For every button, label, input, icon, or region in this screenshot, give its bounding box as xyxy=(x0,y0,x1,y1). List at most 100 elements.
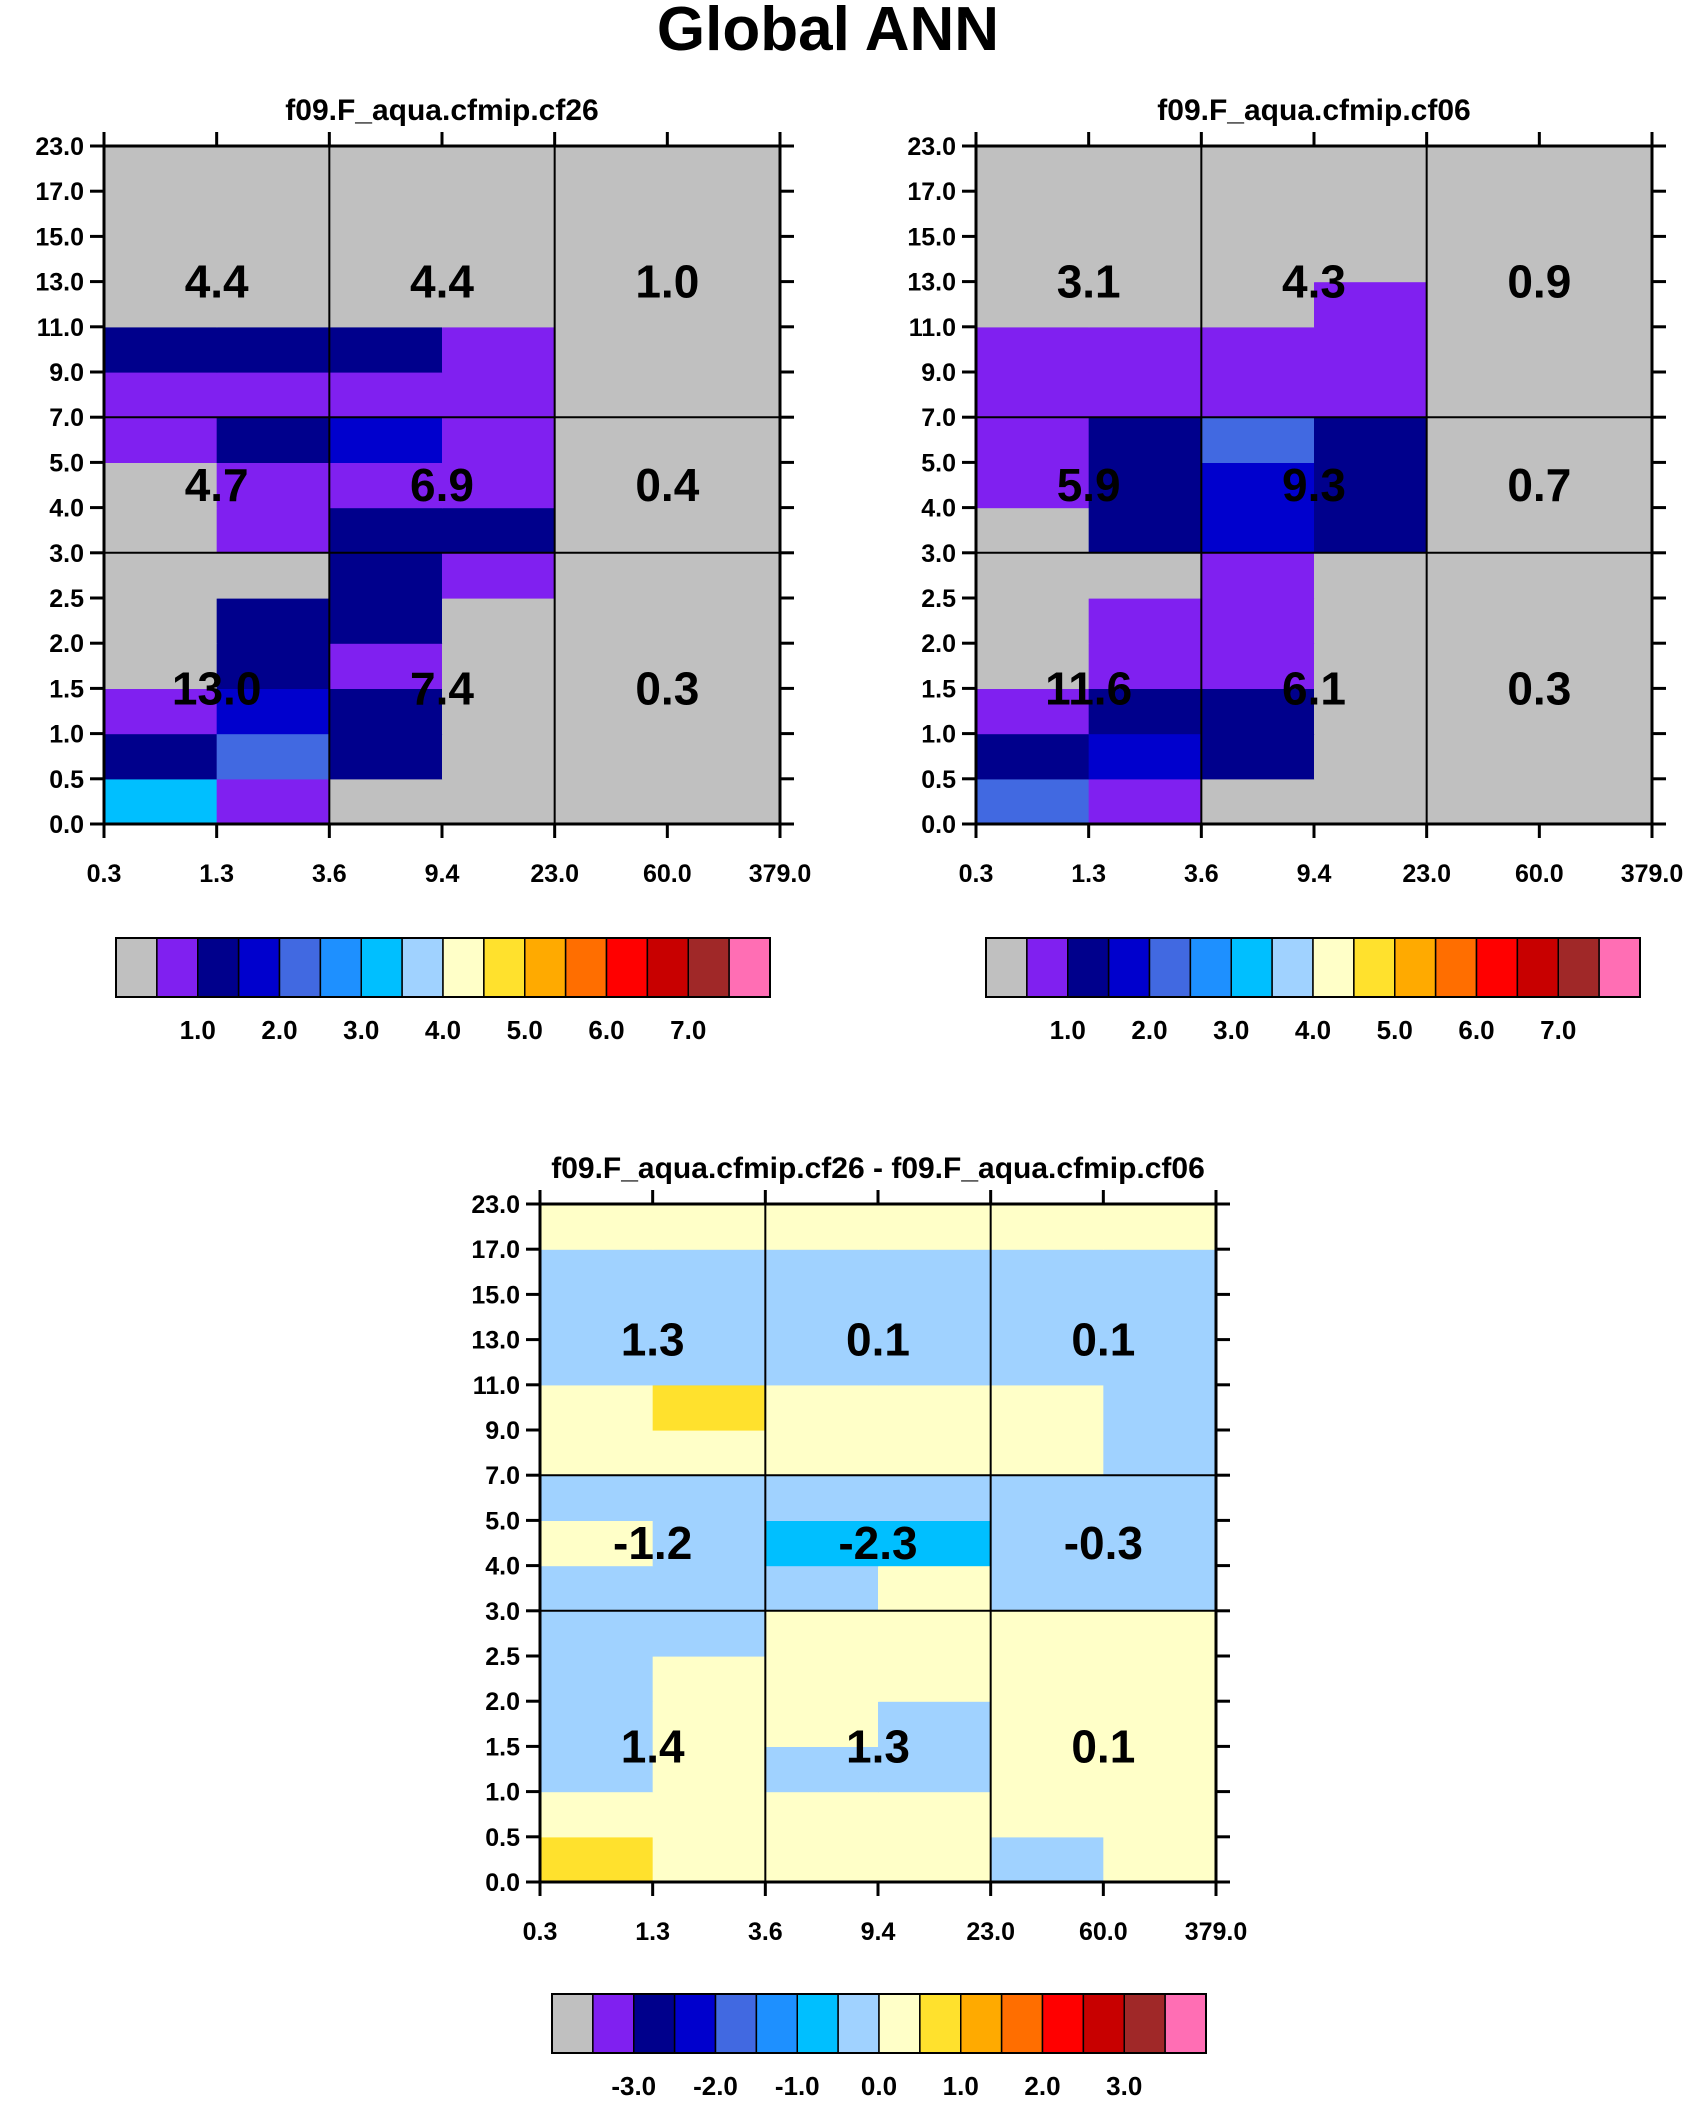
colorbar-swatch xyxy=(592,1993,635,2054)
heatmap-cell xyxy=(442,552,556,599)
heatmap-cell xyxy=(976,688,1090,735)
heatmap-cell xyxy=(540,1701,654,1747)
y-tick-label: 3.0 xyxy=(49,540,84,568)
heatmap-cell xyxy=(1314,417,1428,463)
heatmap-cell xyxy=(216,778,330,825)
colorbar-frame xyxy=(985,937,1641,998)
y-tick-label: 17.0 xyxy=(471,1236,520,1264)
group-value-label: 4.7 xyxy=(185,459,249,511)
heatmap-cell xyxy=(329,643,443,689)
y-tick-label: 15.0 xyxy=(471,1281,520,1309)
y-tick-label: 2.5 xyxy=(49,585,84,613)
heatmap-cell xyxy=(540,1791,654,1838)
group-value-label: 7.4 xyxy=(410,662,474,714)
heatmap-cell xyxy=(667,552,781,599)
colorbar-swatch xyxy=(197,937,240,998)
colorbar-label: 4.0 xyxy=(425,1015,461,1045)
heatmap-cell xyxy=(667,281,781,328)
heatmap-cell xyxy=(878,1294,992,1341)
heatmap-cell xyxy=(1088,643,1202,689)
group-value-label: 3.1 xyxy=(1057,256,1121,308)
heatmap-cell xyxy=(1314,326,1428,373)
heatmap-cell xyxy=(878,1836,992,1883)
colorbar-swatch xyxy=(1271,937,1314,998)
heatmap-cell xyxy=(442,778,556,825)
colorbar-swatch xyxy=(319,937,363,998)
colorbar-swatch xyxy=(1107,937,1151,998)
heatmap-cell xyxy=(1314,688,1428,735)
heatmap-cell xyxy=(329,191,443,237)
y-tick-label: 0.0 xyxy=(921,811,956,839)
heatmap-cell xyxy=(990,1836,1104,1883)
heatmap-cell xyxy=(216,733,330,780)
colorbar-label: 1.0 xyxy=(1050,1015,1086,1045)
heatmap-cell xyxy=(1088,688,1202,735)
heatmap-cell xyxy=(442,507,556,554)
colorbar-swatch xyxy=(673,1993,717,2054)
heatmap-cell xyxy=(104,733,218,780)
heatmap-cell xyxy=(990,1656,1104,1702)
heatmap-cell xyxy=(442,462,556,509)
heatmap-cell xyxy=(329,417,443,463)
heatmap-cell xyxy=(1314,462,1428,509)
x-tick-label: 0.3 xyxy=(87,860,122,888)
heatmap-cell xyxy=(1103,1701,1217,1747)
heatmap-cell xyxy=(442,372,556,418)
heatmap-cell xyxy=(554,372,668,418)
x-tick-label: 379.0 xyxy=(1621,860,1684,888)
heatmap-cell xyxy=(878,1565,992,1612)
colorbar-swatch xyxy=(1082,1993,1126,2054)
heatmap-cell xyxy=(667,688,781,735)
heatmap-cell xyxy=(765,1384,879,1431)
heatmap-cell xyxy=(329,598,443,644)
heatmap-cell xyxy=(652,1791,766,1838)
heatmap-cell xyxy=(104,778,218,825)
x-tick-label: 3.6 xyxy=(748,1918,783,1946)
y-tick-label: 7.0 xyxy=(921,404,956,432)
heatmap-cell xyxy=(976,552,1090,599)
group-value-label: 0.3 xyxy=(635,662,699,714)
heatmap-cell xyxy=(990,1339,1104,1386)
heatmap-cell xyxy=(329,146,443,192)
heatmap-cell xyxy=(1539,281,1653,328)
x-tick-label: 379.0 xyxy=(1185,1918,1248,1946)
colorbar-swatch xyxy=(442,937,485,998)
heatmap-cell xyxy=(1201,507,1315,554)
group-value-label: -2.3 xyxy=(838,1517,917,1569)
colorbar-label: 3.0 xyxy=(1106,2071,1142,2101)
heatmap-cell xyxy=(104,552,218,599)
heatmap-cell xyxy=(554,688,668,735)
colorbar-swatch xyxy=(1394,937,1437,998)
heatmap-cell xyxy=(1539,191,1653,237)
heatmap-cell xyxy=(104,598,218,644)
heatmap-cell xyxy=(976,417,1090,463)
heatmap-cell xyxy=(990,1610,1104,1657)
heatmap-cell xyxy=(104,688,218,735)
y-tick-label: 1.5 xyxy=(49,675,84,703)
group-value-label: -0.3 xyxy=(1064,1517,1143,1569)
heatmap-cell xyxy=(540,1746,654,1793)
heatmap-cell xyxy=(540,1520,654,1567)
colorbar-frame xyxy=(551,1993,1207,2054)
heatmap-cell xyxy=(1314,507,1428,554)
colorbar-swatch xyxy=(1164,1993,1207,2054)
heatmap-cell xyxy=(765,1475,879,1521)
heatmap-cell xyxy=(667,326,781,373)
heatmap-cell xyxy=(442,326,556,373)
heatmap-cell xyxy=(1539,372,1653,418)
colorbar-swatch xyxy=(524,937,567,998)
heatmap-cell xyxy=(442,598,556,644)
heatmap-cell xyxy=(878,1791,992,1838)
colorbar-label: 6.0 xyxy=(1458,1015,1494,1045)
heatmap-cell xyxy=(1539,326,1653,373)
heatmap-cell xyxy=(765,1701,879,1747)
heatmap-cell xyxy=(765,1656,879,1702)
heatmap-cell xyxy=(554,462,668,509)
y-tick-label: 5.0 xyxy=(921,449,956,477)
heatmap-cell xyxy=(878,1520,992,1567)
heatmap-cell xyxy=(1426,281,1540,328)
group-value-label: 1.4 xyxy=(621,1720,685,1772)
heatmap-cell xyxy=(442,733,556,780)
colorbar: 1.0 2.0 3.0 4.0 5.0 6.0 7.0 xyxy=(985,937,1641,1045)
group-value-label: 4.4 xyxy=(410,256,474,308)
